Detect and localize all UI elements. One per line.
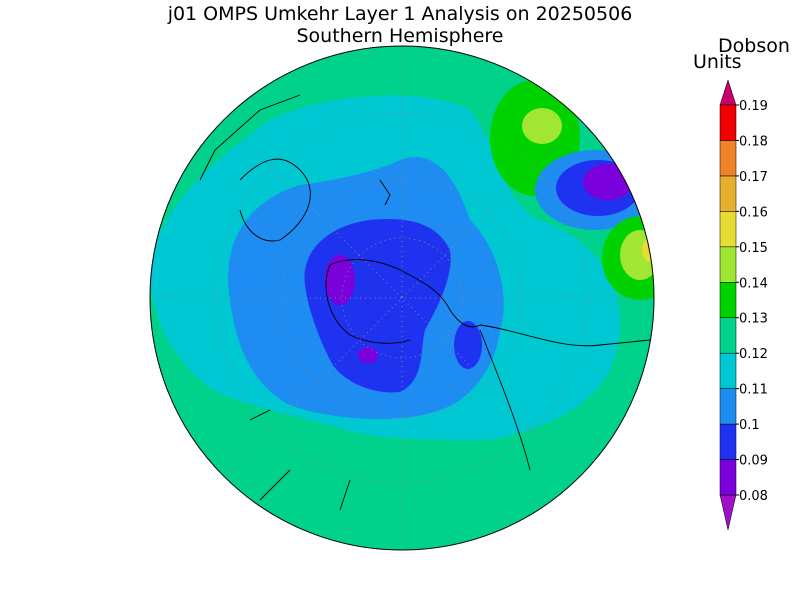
colorbar-tick-label: 0.08 [739,489,768,504]
colorbar-tick-label: 0.12 [739,347,768,362]
map-subtitle: Southern Hemisphere [296,25,503,47]
colorbar-over [719,79,737,106]
colorbar-segment [719,175,737,212]
latitude-circle [341,237,463,359]
colorbar-tick-label: 0.09 [739,454,768,469]
colorbar: 0.08 0.09 0.1 0.11 0.12 0.13 0.14 0.15 0.16 0.17 0… [719,79,768,531]
coastline [325,259,651,347]
colorbar-tick-label: 0.1 [739,418,760,433]
colorbar-segment [719,140,737,177]
latitude-circle [216,112,588,484]
contour-fill [358,347,378,363]
colorbar-segment [719,352,737,389]
colorbar-under [719,494,737,531]
contour-fill [642,238,654,262]
contour-fill [522,108,562,144]
map [150,46,654,550]
map-border [149,45,655,551]
colorbar-segment [719,388,737,425]
colorbar-segment [719,459,737,496]
colorbar-tick-label: 0.14 [739,276,768,291]
colorbar-label: Units [693,51,742,73]
colorbar-segment [719,104,737,141]
colorbar-segment [719,282,737,318]
latitude-circle [281,177,523,419]
colorbar-tick-label: 0.16 [739,205,768,220]
colorbar-segment [719,211,737,248]
colorbar-segment [719,423,737,460]
contour-fill [454,321,482,369]
colorbar-tick-label: 0.17 [739,170,768,185]
colorbar-tick-label: 0.19 [739,99,768,114]
colorbar-tick-label: 0.15 [739,241,768,256]
colorbar-tick-label: 0.13 [739,312,768,327]
contour-fill [620,230,654,280]
map-title: j01 OMPS Umkehr Layer 1 Analysis on 2025… [167,3,633,25]
coastline [199,94,531,511]
colorbar-segment [719,317,737,354]
colorbar-segment [719,246,737,283]
colorbar-label: Dobson [718,35,790,57]
colorbar-tick-label: 0.18 [739,134,768,149]
contour-fill [325,255,355,305]
colorbar-tick-label: 0.11 [739,383,768,398]
